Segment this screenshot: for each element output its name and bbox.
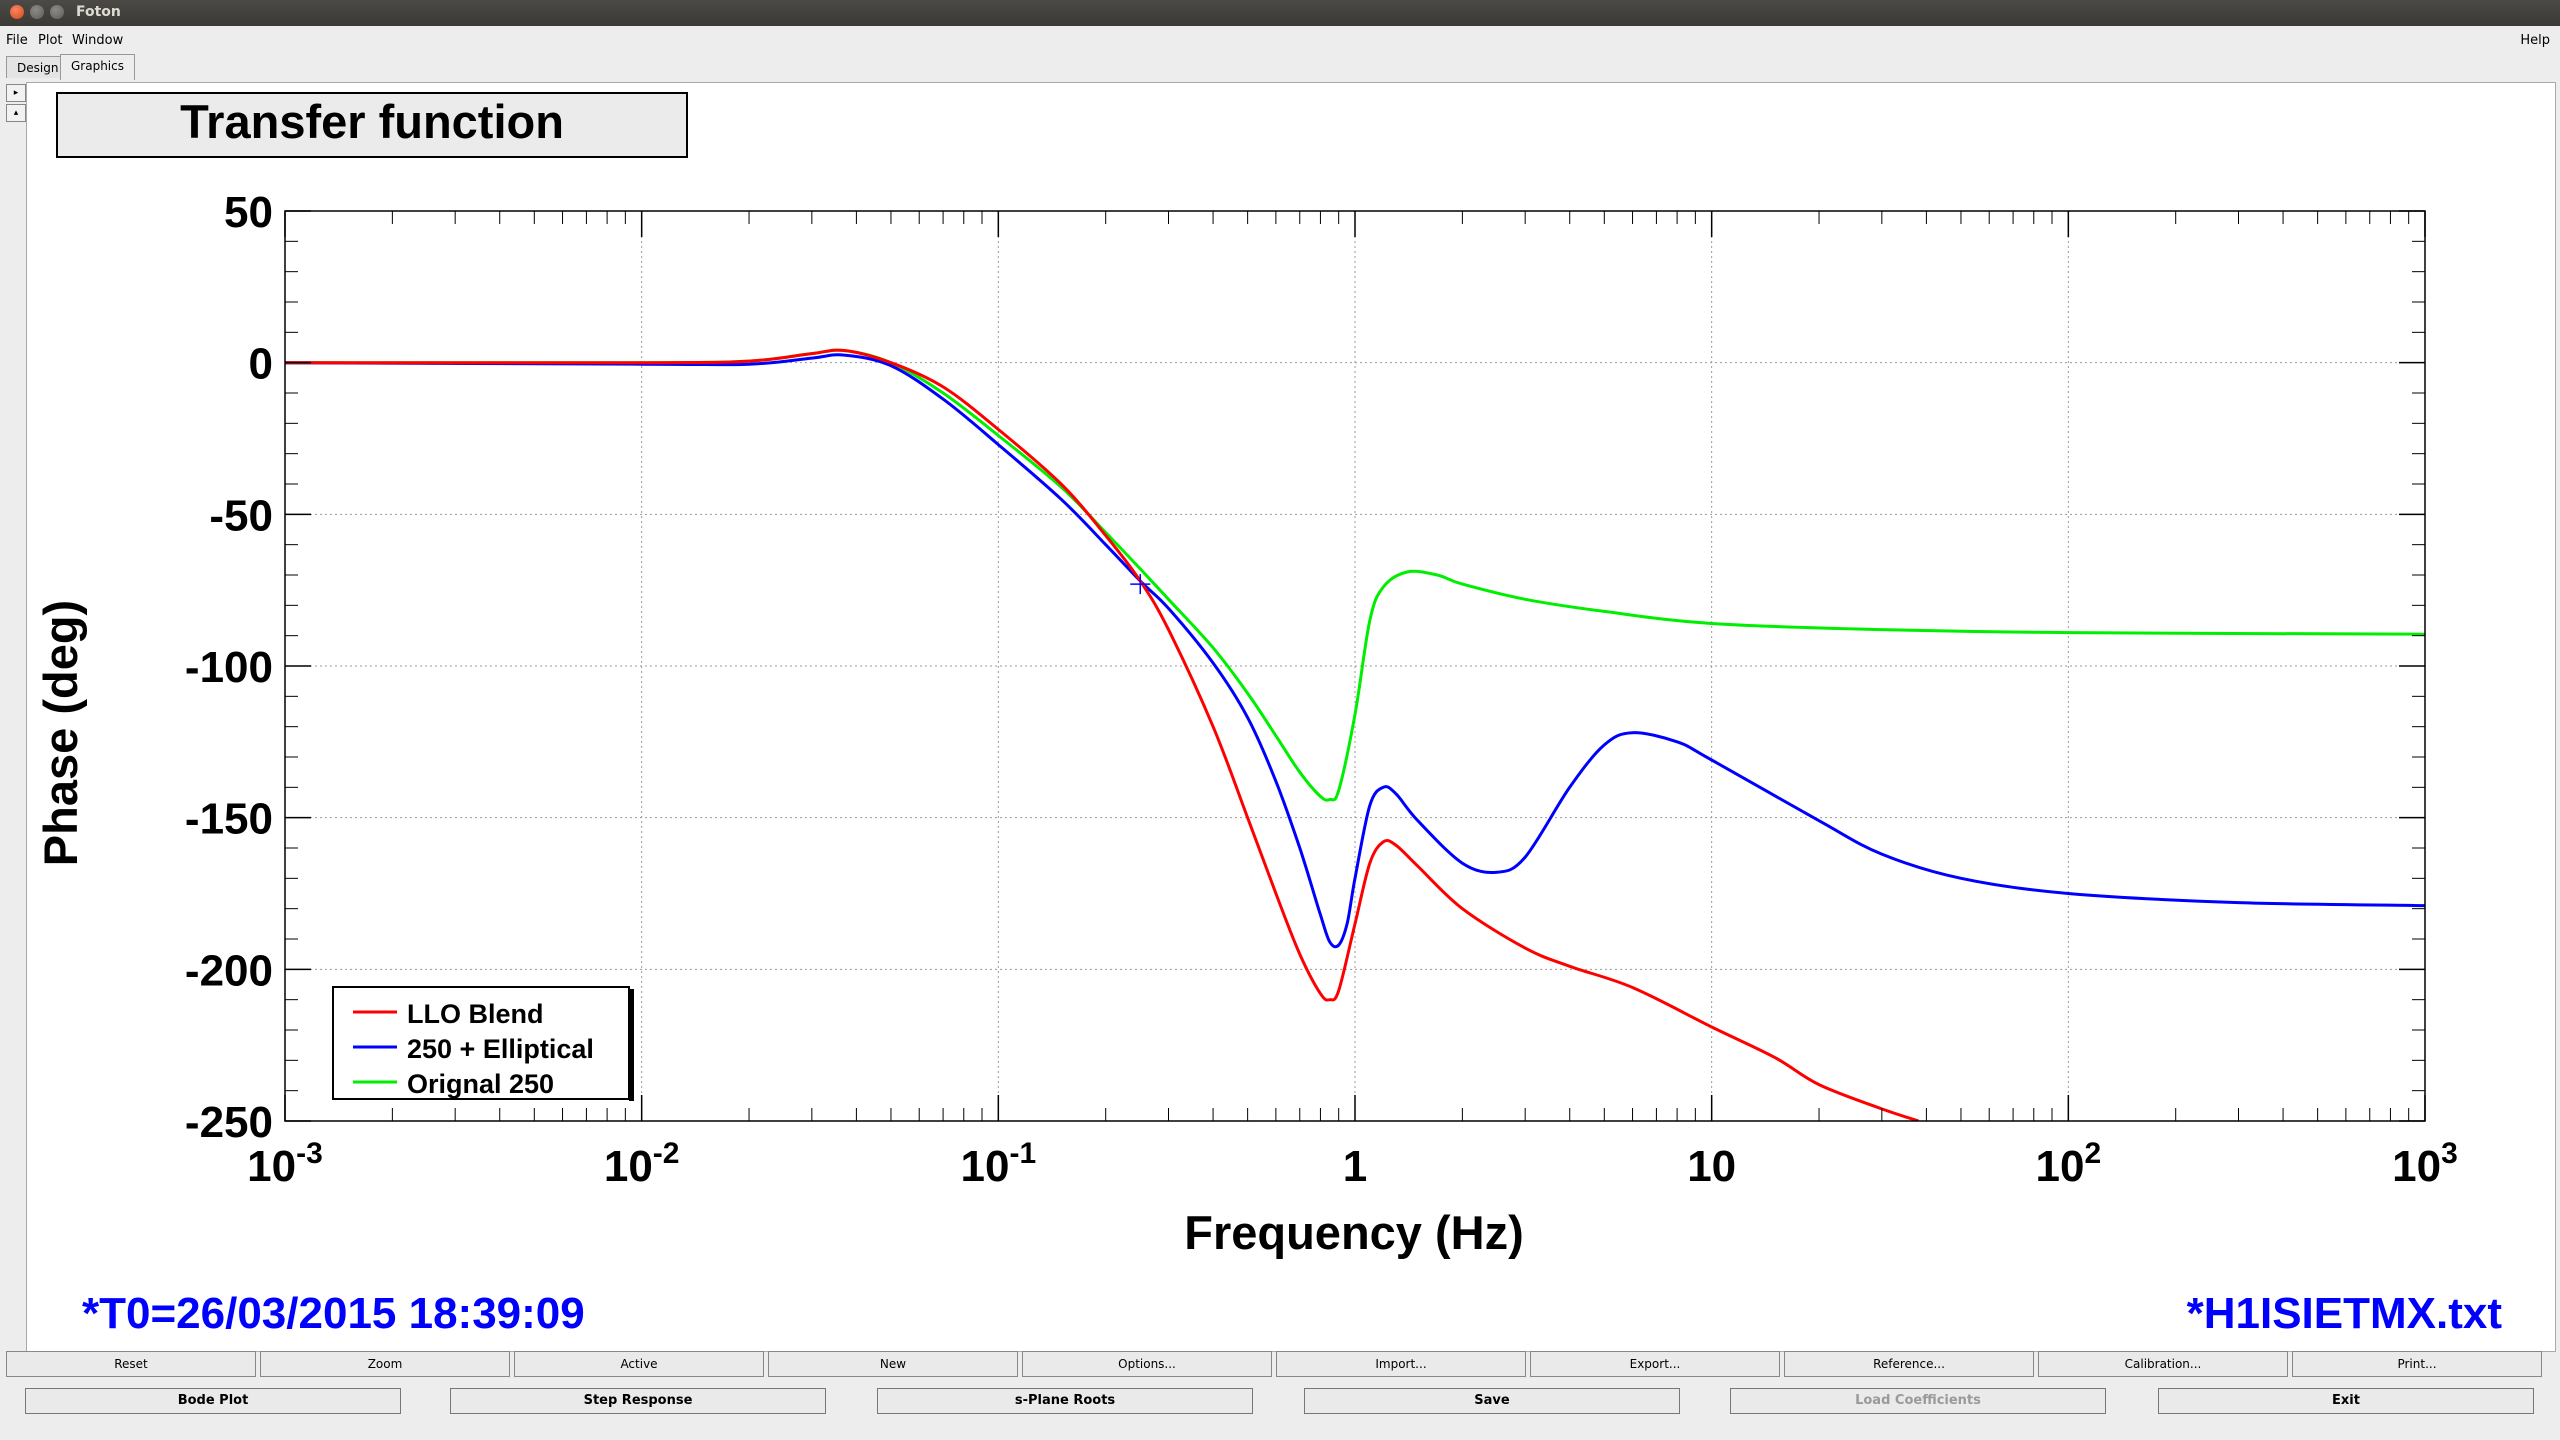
y-tick-label: -150 — [185, 795, 273, 844]
print-button[interactable]: Print... — [2292, 1351, 2542, 1377]
menu-file[interactable]: File — [6, 33, 28, 48]
x-tick-label: 10-2 — [604, 1137, 680, 1191]
y-tick-label: -100 — [185, 643, 273, 692]
minimize-window-icon[interactable] — [30, 5, 44, 19]
x-tick-label: 10 — [1687, 1142, 1736, 1191]
load-coefficients-button: Load Coefficients — [1730, 1388, 2106, 1414]
calibration-button[interactable]: Calibration... — [2038, 1351, 2288, 1377]
legend-label: 250 + Elliptical — [407, 1034, 594, 1064]
menu-plot[interactable]: Plot — [38, 33, 63, 48]
tab-graphics[interactable]: Graphics — [60, 54, 135, 80]
y-tick-label: -250 — [185, 1098, 273, 1147]
legend-label: LLO Blend — [407, 999, 544, 1029]
x-tick-label: 103 — [2392, 1137, 2458, 1191]
tab-bar: Design Graphics — [0, 54, 2560, 80]
maximize-window-icon[interactable] — [50, 5, 64, 19]
canvas-scroll-control: ▸ ▴ — [6, 84, 26, 122]
plot-title: Transfer function — [180, 95, 564, 148]
active-button[interactable]: Active — [514, 1351, 764, 1377]
legend: LLO Blend 250 + Elliptical Orignal 250 — [332, 986, 634, 1101]
curves — [285, 348, 2425, 1121]
scroll-right-icon[interactable]: ▸ — [6, 84, 26, 102]
y-tick-label: -50 — [209, 491, 273, 540]
new-button[interactable]: New — [768, 1351, 1018, 1377]
zoom-button[interactable]: Zoom — [260, 1351, 510, 1377]
status-strip — [0, 1428, 2560, 1440]
options-button[interactable]: Options... — [1022, 1351, 1272, 1377]
window-titlebar: Foton — [0, 0, 2560, 26]
menu-window[interactable]: Window — [72, 33, 124, 48]
graph-toolbar: Reset Zoom Active New Options... Import... Exp… — [6, 1351, 2554, 1378]
scroll-up-icon[interactable]: ▴ — [6, 104, 26, 122]
bode-plot-button[interactable]: Bode Plot — [25, 1388, 401, 1414]
y-tick-label: 0 — [249, 340, 273, 389]
filter-filename: *H1ISIETMX.txt — [2187, 1289, 2503, 1338]
window-title: Foton — [76, 4, 121, 20]
exit-button[interactable]: Exit — [2158, 1388, 2534, 1414]
axes — [284, 210, 2426, 1122]
menu-help[interactable]: Help — [2520, 33, 2550, 48]
t0-timestamp: *T0=26/03/2015 18:39:09 — [82, 1289, 585, 1338]
import-button[interactable]: Import... — [1276, 1351, 1526, 1377]
y-axis-label: Phase (deg) — [34, 600, 87, 866]
save-button[interactable]: Save — [1304, 1388, 1680, 1414]
x-tick-label: 102 — [2036, 1137, 2102, 1191]
x-tick-label: 10-1 — [961, 1137, 1037, 1191]
step-response-button[interactable]: Step Response — [450, 1388, 826, 1414]
menu-bar: File Plot Window Help — [0, 26, 2560, 54]
reference-button[interactable]: Reference... — [1784, 1351, 2034, 1377]
series-line-llo-blend — [285, 348, 1919, 1121]
grid — [284, 211, 2426, 1121]
legend-label: Orignal 250 — [407, 1069, 554, 1099]
graphics-canvas[interactable]: Transfer function 50 0 -50 -100 -150 -200 -250… — [26, 82, 2556, 1352]
y-tick-label: 50 — [224, 188, 273, 237]
plot-title-box — [56, 92, 688, 158]
x-tick-label: 1 — [1343, 1142, 1367, 1191]
main-toolbar: Bode Plot Step Response s-Plane Roots Save L… — [0, 1388, 2560, 1418]
s-plane-roots-button[interactable]: s-Plane Roots — [877, 1388, 1253, 1414]
export-button[interactable]: Export... — [1530, 1351, 1780, 1377]
series-line-250-elliptical — [285, 353, 2425, 949]
x-tick-label: 10-3 — [247, 1137, 323, 1191]
x-axis-label: Frequency (Hz) — [1184, 1206, 1524, 1259]
y-tick-label: -200 — [185, 946, 273, 995]
legend-shadow — [629, 989, 634, 1101]
reset-button[interactable]: Reset — [6, 1351, 256, 1377]
close-window-icon[interactable] — [10, 5, 24, 19]
legend-box — [332, 986, 630, 1100]
